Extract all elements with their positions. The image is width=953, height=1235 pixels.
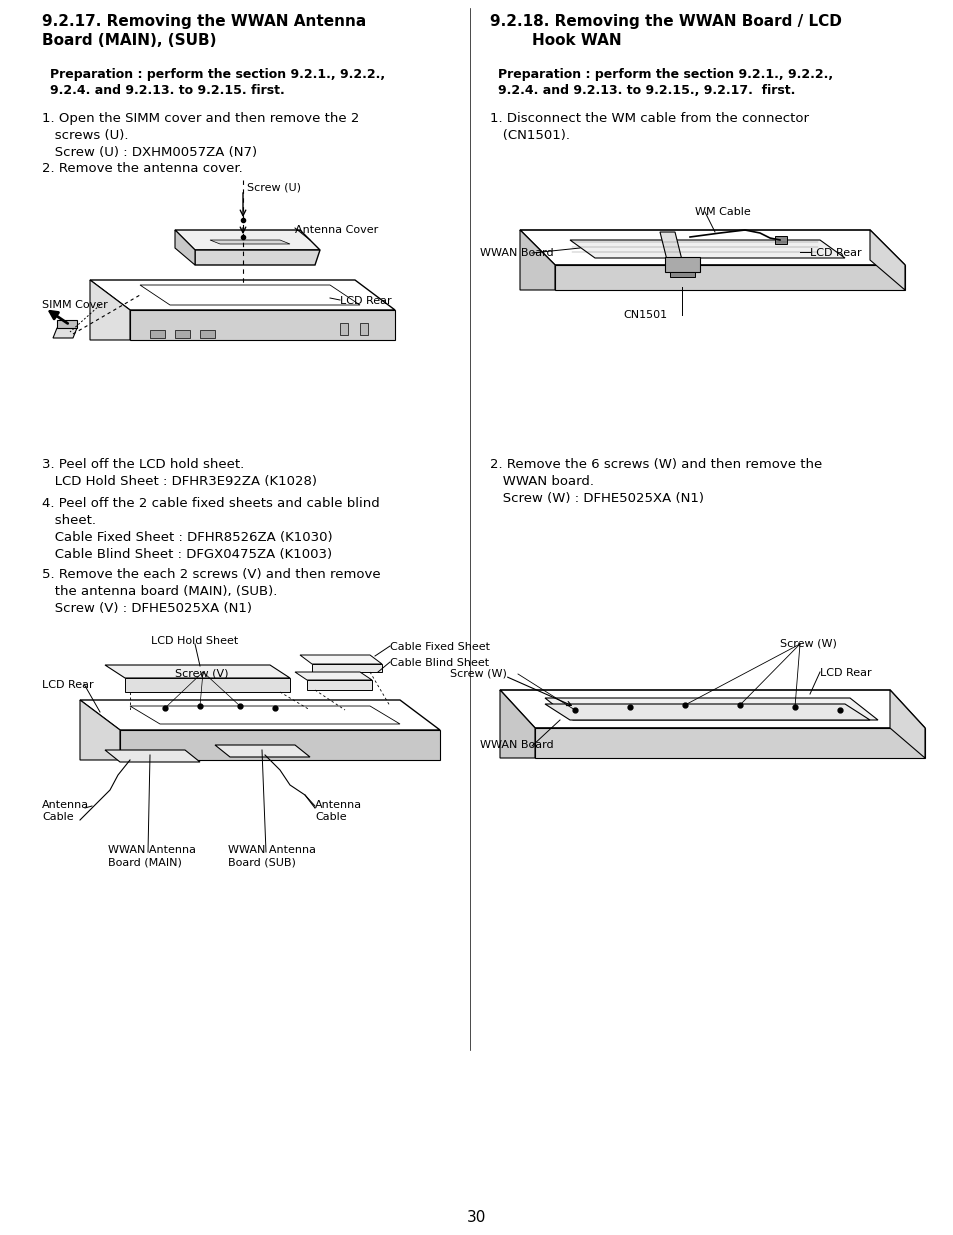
Polygon shape [519,230,555,290]
Text: Screw (U): Screw (U) [247,182,301,191]
Text: Antenna Cover: Antenna Cover [294,225,377,235]
Text: Antenna
Cable: Antenna Cable [42,800,89,823]
Polygon shape [210,240,290,245]
Text: 1. Open the SIMM cover and then remove the 2
   screws (U).
   Screw (U) : DXHM0: 1. Open the SIMM cover and then remove t… [42,112,359,159]
Text: 30: 30 [467,1210,486,1225]
Polygon shape [130,310,395,340]
Polygon shape [299,655,381,664]
Polygon shape [90,280,395,310]
Polygon shape [535,727,924,758]
Polygon shape [140,285,359,305]
Text: 5. Remove the each 2 screws (V) and then remove
   the antenna board (MAIN), (SU: 5. Remove the each 2 screws (V) and then… [42,568,380,615]
Polygon shape [90,280,130,340]
Text: 9.2.17. Removing the WWAN Antenna
Board (MAIN), (SUB): 9.2.17. Removing the WWAN Antenna Board … [42,14,366,48]
Polygon shape [519,230,904,266]
Text: Screw (W): Screw (W) [450,668,506,678]
Bar [339,324,348,335]
Text: 4. Peel off the 2 cable fixed sheets and cable blind
   sheet.
   Cable Fixed Sh: 4. Peel off the 2 cable fixed sheets and… [42,496,379,561]
Bar [359,324,368,335]
Text: Cable Blind Sheet: Cable Blind Sheet [390,658,489,668]
Polygon shape [312,664,381,672]
Polygon shape [80,700,439,730]
Polygon shape [544,704,869,720]
Polygon shape [57,320,77,329]
Text: 2. Remove the 6 screws (W) and then remove the
   WWAN board.
   Screw (W) : DFH: 2. Remove the 6 screws (W) and then remo… [490,458,821,505]
Polygon shape [80,700,120,760]
Text: 3. Peel off the LCD hold sheet.
   LCD Hold Sheet : DFHR3E92ZA (K1028): 3. Peel off the LCD hold sheet. LCD Hold… [42,458,316,488]
Polygon shape [214,745,310,757]
Polygon shape [659,232,681,261]
Bar [174,330,190,338]
Text: 9.2.18. Removing the WWAN Board / LCD
        Hook WAN: 9.2.18. Removing the WWAN Board / LCD Ho… [490,14,841,48]
Text: LCD Rear: LCD Rear [339,296,392,306]
Text: Preparation : perform the section 9.2.1., 9.2.2.,
9.2.4. and 9.2.13. to 9.2.15.,: Preparation : perform the section 9.2.1.… [497,68,832,98]
Polygon shape [194,249,319,266]
Polygon shape [125,678,290,692]
Polygon shape [294,672,372,680]
Text: CN1501: CN1501 [622,310,666,320]
Polygon shape [555,266,904,290]
Text: WWAN Antenna
Board (MAIN): WWAN Antenna Board (MAIN) [108,845,195,867]
Polygon shape [120,730,439,760]
Bar [200,330,214,338]
Polygon shape [869,230,904,290]
Text: WWAN Antenna
Board (SUB): WWAN Antenna Board (SUB) [228,845,315,867]
Text: 2. Remove the antenna cover.: 2. Remove the antenna cover. [42,162,242,175]
Text: Screw (W): Screw (W) [780,638,836,648]
Polygon shape [53,329,77,338]
Text: Screw (V): Screw (V) [174,668,229,678]
Bar [669,272,695,277]
Text: LCD Hold Sheet: LCD Hold Sheet [152,636,238,646]
Polygon shape [499,690,535,758]
Polygon shape [544,698,877,720]
Text: Preparation : perform the section 9.2.1., 9.2.2.,
9.2.4. and 9.2.13. to 9.2.15. : Preparation : perform the section 9.2.1.… [50,68,385,98]
Polygon shape [105,664,290,678]
Polygon shape [130,706,399,724]
Polygon shape [105,750,200,762]
Text: WWAN Board: WWAN Board [479,740,553,750]
Bar [774,236,786,245]
Text: Antenna
Cable: Antenna Cable [314,800,362,823]
Text: WM Cable: WM Cable [695,207,750,217]
Polygon shape [174,230,194,266]
Text: 1. Disconnect the WM cable from the connector
   (CN1501).: 1. Disconnect the WM cable from the conn… [490,112,808,142]
Text: SIMM Cover: SIMM Cover [42,300,108,310]
Bar [150,330,165,338]
Text: LCD Rear: LCD Rear [820,668,871,678]
Polygon shape [889,690,924,758]
Text: LCD Rear: LCD Rear [42,680,93,690]
Polygon shape [569,240,844,258]
Polygon shape [174,230,319,249]
Text: Cable Fixed Sheet: Cable Fixed Sheet [390,642,490,652]
Bar [664,257,700,272]
Polygon shape [499,690,924,727]
Text: WWAN Board: WWAN Board [479,248,553,258]
Polygon shape [307,680,372,690]
Text: LCD Rear: LCD Rear [809,248,861,258]
